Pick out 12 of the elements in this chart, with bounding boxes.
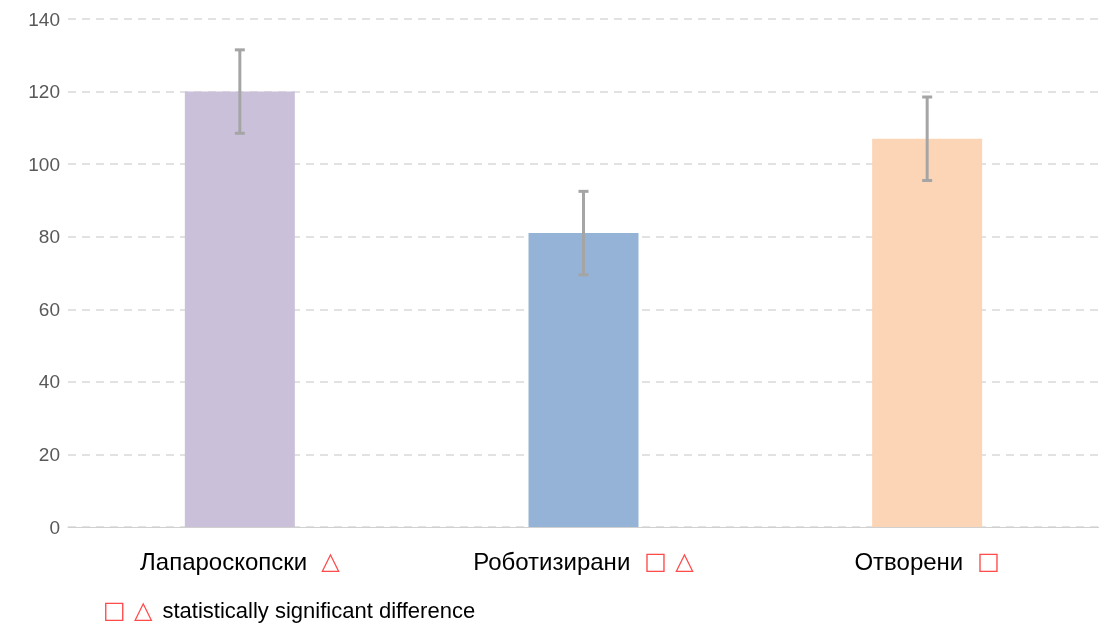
y-tick-label: 60 [38, 298, 60, 320]
x-tick-label: Роботизирани □ △ [473, 547, 695, 575]
y-tick-label: 120 [28, 81, 60, 103]
y-tick-label: 40 [38, 371, 60, 393]
x-tick-label: Отворени □ [854, 547, 1000, 575]
x-tick-label: Лапароскопски △ [140, 547, 341, 575]
y-tick-label: 20 [38, 443, 60, 465]
y-tick-label: 0 [49, 516, 60, 538]
y-tick-label: 80 [38, 226, 60, 248]
y-tick-label: 100 [28, 153, 60, 175]
y-tick-label: 140 [28, 8, 60, 30]
text: □ △ statistically significant difference [103, 596, 476, 624]
